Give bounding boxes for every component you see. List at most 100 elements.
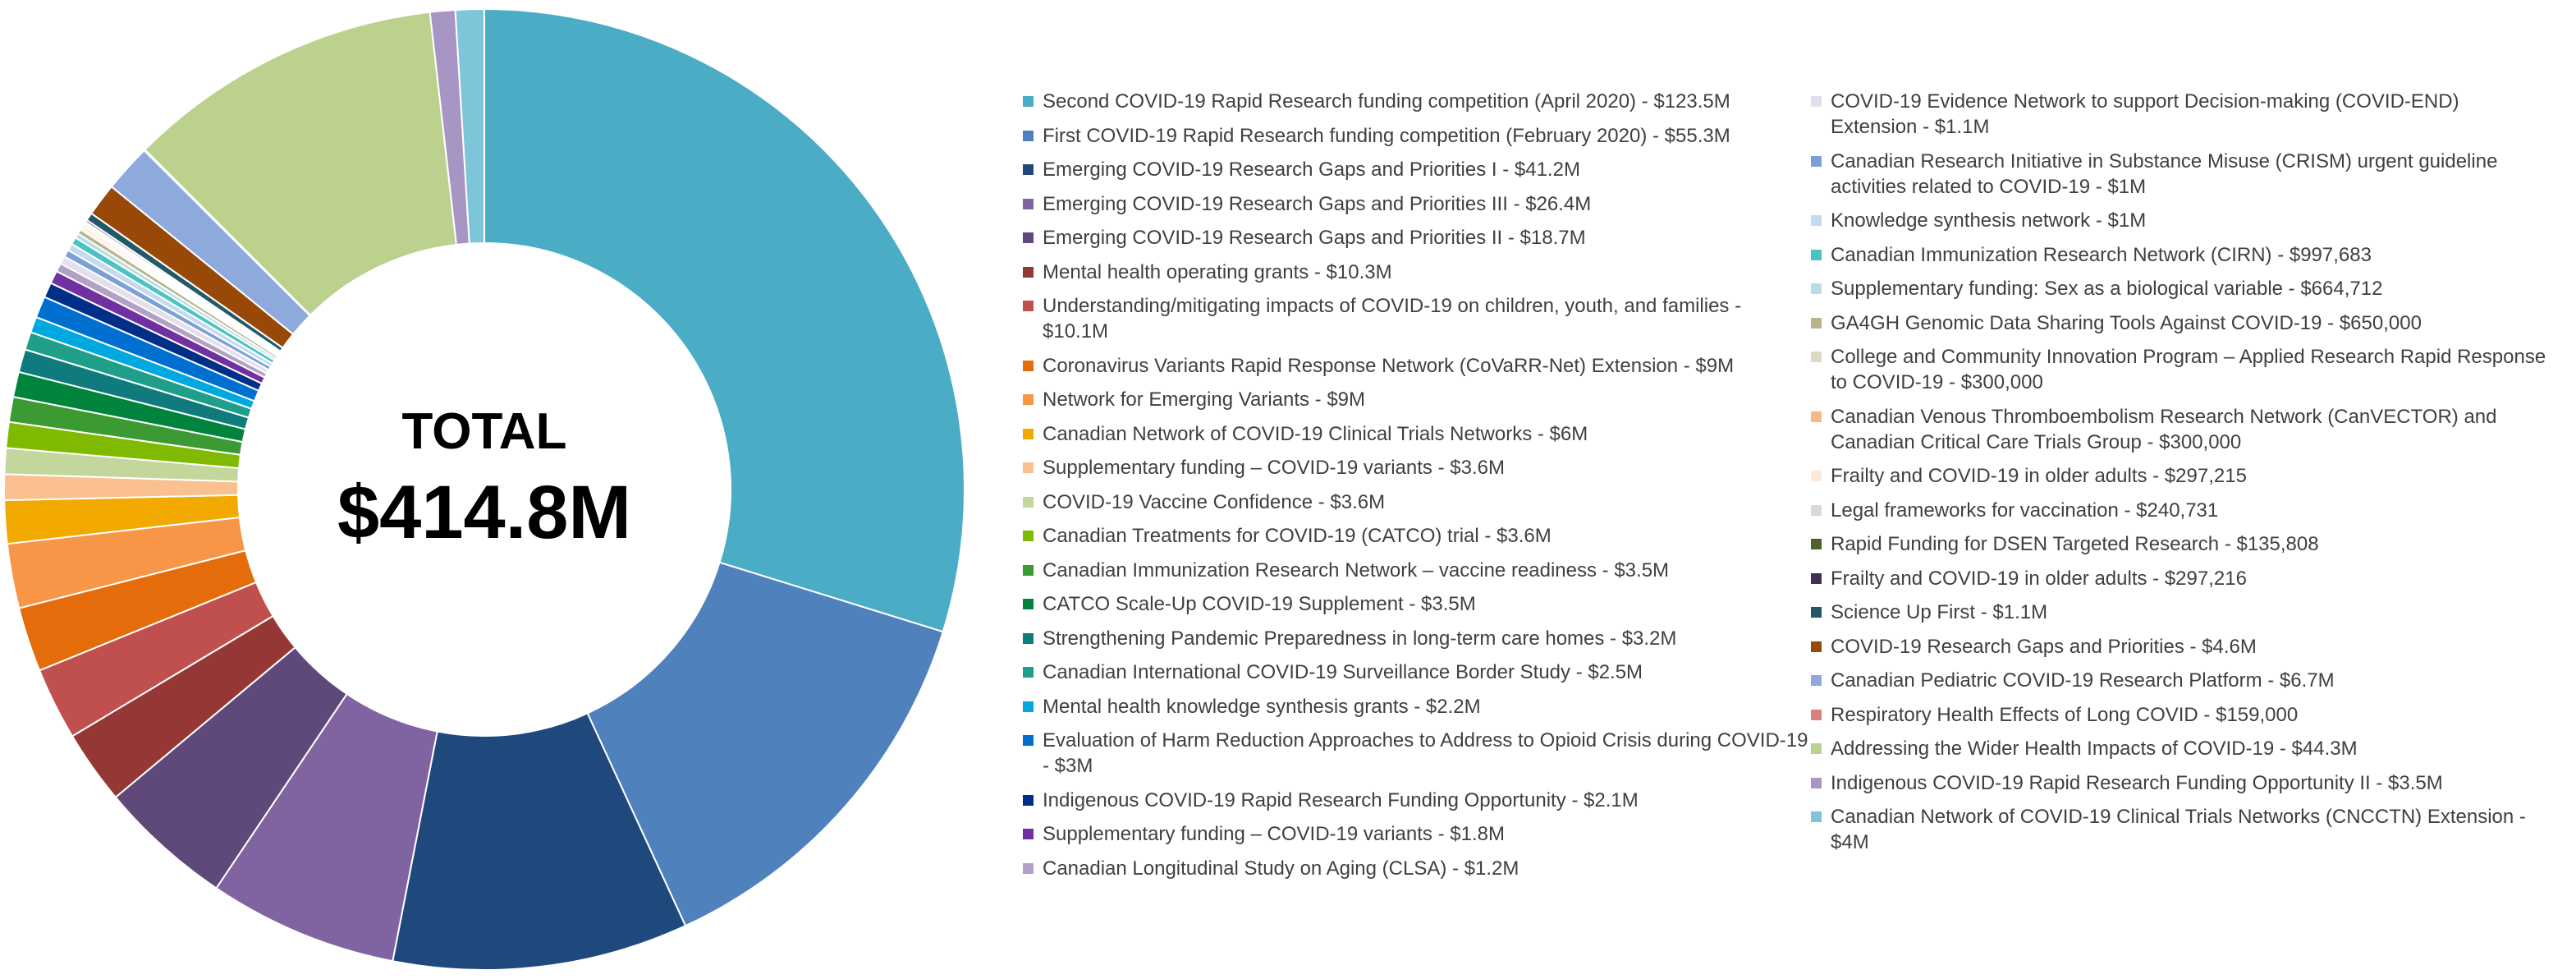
legend-swatch: [1023, 829, 1034, 839]
legend-item: Evaluation of Harm Reduction Approaches …: [1021, 728, 1809, 779]
legend-swatch: [1023, 130, 1034, 141]
legend-swatch: [1023, 394, 1034, 405]
legend-item: Supplementary funding: Sex as a biologic…: [1809, 276, 2548, 301]
legend-item: Canadian Network of COVID-19 Clinical Tr…: [1809, 804, 2548, 855]
legend-item: Canadian Immunization Research Network –…: [1021, 558, 1809, 583]
legend-label: Canadian Research Initiative in Substanc…: [1831, 149, 2498, 198]
legend-label: Indigenous COVID-19 Rapid Research Fundi…: [1043, 788, 1639, 811]
legend-label: Canadian Immunization Research Network (…: [1831, 243, 2372, 266]
legend-swatch: [1811, 743, 1822, 754]
legend-item: Coronavirus Variants Rapid Response Netw…: [1021, 353, 1809, 379]
legend-left-column: Second COVID-19 Rapid Research funding c…: [1021, 89, 1809, 889]
legend-swatch: [1023, 794, 1034, 806]
legend-item: First COVID-19 Rapid Research funding co…: [1021, 123, 1809, 149]
legend-item: Network for Emerging Variants - $9M: [1021, 387, 1809, 412]
legend-swatch: [1811, 352, 1822, 362]
legend-swatch: [1811, 155, 1822, 167]
legend-swatch: [1811, 675, 1822, 686]
legend-label: COVID-19 Research Gaps and Priorities - …: [1831, 635, 2257, 658]
legend-label: First COVID-19 Rapid Research funding co…: [1043, 124, 1730, 147]
legend-label: CATCO Scale-Up COVID-19 Supplement - $3.…: [1043, 593, 1476, 615]
legend-label: Addressing the Wider Health Impacts of C…: [1831, 738, 2358, 760]
legend-swatch: [1811, 283, 1822, 294]
legend-label: Frailty and COVID-19 in older adults - $…: [1831, 465, 2247, 487]
legend-label: Mental health operating grants - $10.3M: [1043, 260, 1392, 283]
legend-swatch: [1811, 572, 1822, 584]
legend-swatch: [1023, 428, 1034, 439]
legend-label: Emerging COVID-19 Research Gaps and Prio…: [1043, 159, 1580, 181]
legend-item: Canadian Treatments for COVID-19 (CATCO)…: [1021, 523, 1809, 549]
legend-item: Indigenous COVID-19 Rapid Research Fundi…: [1809, 770, 2548, 796]
legend-swatch: [1023, 96, 1034, 107]
legend-swatch: [1023, 164, 1034, 175]
legend-swatch: [1811, 777, 1822, 788]
legend-swatch: [1023, 599, 1034, 609]
legend-label: Canadian International COVID-19 Surveill…: [1043, 661, 1643, 683]
legend-swatch: [1023, 232, 1034, 243]
legend-item: Indigenous COVID-19 Rapid Research Fundi…: [1021, 788, 1809, 813]
legend-label: Canadian Immunization Research Network –…: [1043, 558, 1670, 581]
legend-item: College and Community Innovation Program…: [1809, 344, 2548, 395]
legend-right-column: COVID-19 Evidence Network to support Dec…: [1809, 89, 2548, 864]
legend-label: Evaluation of Harm Reduction Approaches …: [1043, 729, 1808, 777]
legend-label: Strengthening Pandemic Preparedness in l…: [1043, 627, 1677, 650]
legend-label: GA4GH Genomic Data Sharing Tools Against…: [1831, 311, 2422, 334]
legend-swatch: [1023, 667, 1034, 678]
legend-item: GA4GH Genomic Data Sharing Tools Against…: [1809, 310, 2548, 336]
legend-swatch: [1811, 811, 1822, 822]
donut-slice-41: [454, 7, 485, 245]
legend-swatch: [1023, 462, 1034, 473]
legend-item: Respiratory Health Effects of Long COVID…: [1809, 702, 2548, 728]
donut-slice-1: [484, 7, 965, 633]
legend-item: COVID-19 Vaccine Confidence - $3.6M: [1021, 490, 1809, 515]
legend-item: Legal frameworks for vaccination - $240,…: [1809, 498, 2548, 523]
legend-swatch: [1811, 607, 1822, 618]
donut-slice-39: [144, 11, 458, 317]
legend-item: Frailty and COVID-19 in older adults - $…: [1809, 566, 2548, 591]
legend-label: Canadian Longitudinal Study on Aging (CL…: [1043, 857, 1519, 880]
legend-label: Second COVID-19 Rapid Research funding c…: [1043, 90, 1730, 113]
legend-label: Legal frameworks for vaccination - $240,…: [1831, 499, 2219, 522]
legend-swatch: [1811, 471, 1822, 481]
legend-swatch: [1811, 709, 1822, 720]
legend-item: Understanding/mitigating impacts of COVI…: [1021, 293, 1809, 344]
legend-swatch: [1023, 632, 1034, 644]
legend-swatch: [1023, 701, 1034, 712]
donut-chart: [3, 7, 965, 971]
legend-item: Canadian Immunization Research Network (…: [1809, 242, 2548, 268]
legend-item: Second COVID-19 Rapid Research funding c…: [1021, 89, 1809, 114]
legend-swatch: [1811, 641, 1822, 652]
legend-label: Mental health knowledge synthesis grants…: [1043, 695, 1481, 718]
legend-item: Supplementary funding – COVID-19 variant…: [1021, 821, 1809, 847]
legend-item: Canadian Research Initiative in Substanc…: [1809, 149, 2548, 200]
legend-label: COVID-19 Vaccine Confidence - $3.6M: [1043, 490, 1386, 513]
legend-label: COVID-19 Evidence Network to support Dec…: [1831, 90, 2459, 138]
legend-item: Knowledge synthesis network - $1M: [1809, 208, 2548, 233]
legend-item: Emerging COVID-19 Research Gaps and Prio…: [1021, 191, 1809, 217]
legend-swatch: [1811, 249, 1822, 260]
legend-label: Canadian Pediatric COVID-19 Research Pla…: [1831, 669, 2335, 692]
legend-item: CATCO Scale-Up COVID-19 Supplement - $3.…: [1021, 591, 1809, 617]
legend-label: Supplementary funding – COVID-19 variant…: [1043, 823, 1505, 845]
legend-item: Canadian Pediatric COVID-19 Research Pla…: [1809, 668, 2548, 693]
legend-label: Respiratory Health Effects of Long COVID…: [1831, 703, 2299, 726]
legend-item: Canadian Network of COVID-19 Clinical Tr…: [1021, 421, 1809, 447]
legend-item: Canadian Longitudinal Study on Aging (CL…: [1021, 856, 1809, 881]
legend-swatch: [1811, 96, 1822, 107]
legend-label: Understanding/mitigating impacts of COVI…: [1043, 295, 1742, 342]
legend-item: Supplementary funding – COVID-19 variant…: [1021, 455, 1809, 480]
legend-label: Emerging COVID-19 Research Gaps and Prio…: [1043, 192, 1592, 215]
legend-label: Canadian Venous Thromboembolism Research…: [1831, 405, 2497, 453]
legend-swatch: [1023, 360, 1034, 371]
legend-item: Emerging COVID-19 Research Gaps and Prio…: [1021, 157, 1809, 182]
legend-label: Knowledge synthesis network - $1M: [1831, 209, 2147, 232]
legend-item: Rapid Funding for DSEN Targeted Research…: [1809, 531, 2548, 557]
legend-label: Canadian Network of COVID-19 Clinical Tr…: [1043, 422, 1588, 445]
legend-label: Indigenous COVID-19 Rapid Research Fundi…: [1831, 771, 2443, 794]
legend-swatch: [1023, 266, 1034, 278]
legend-item: Strengthening Pandemic Preparedness in l…: [1021, 626, 1809, 651]
legend-swatch: [1811, 504, 1822, 516]
legend-label: Supplementary funding: Sex as a biologic…: [1831, 278, 2383, 300]
legend-label: Frailty and COVID-19 in older adults - $…: [1831, 567, 2247, 590]
legend-swatch: [1023, 496, 1034, 508]
